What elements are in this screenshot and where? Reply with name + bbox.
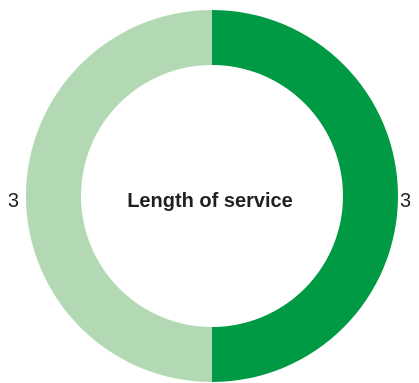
donut-slice-2 [26, 10, 212, 382]
slice-label-right: 3 [400, 190, 411, 212]
slice-label-left: 3 [8, 190, 19, 212]
chart-title: Length of service [127, 190, 293, 212]
donut-slices [26, 10, 398, 382]
donut-slice-1 [212, 10, 398, 382]
